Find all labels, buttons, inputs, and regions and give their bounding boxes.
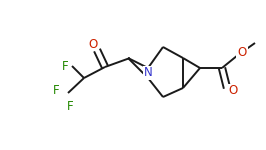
Text: O: O (88, 38, 98, 51)
Text: F: F (62, 60, 68, 74)
Text: F: F (53, 84, 59, 98)
Text: O: O (228, 84, 238, 98)
Text: O: O (237, 46, 247, 60)
Text: N: N (144, 66, 152, 80)
Text: F: F (67, 100, 73, 114)
